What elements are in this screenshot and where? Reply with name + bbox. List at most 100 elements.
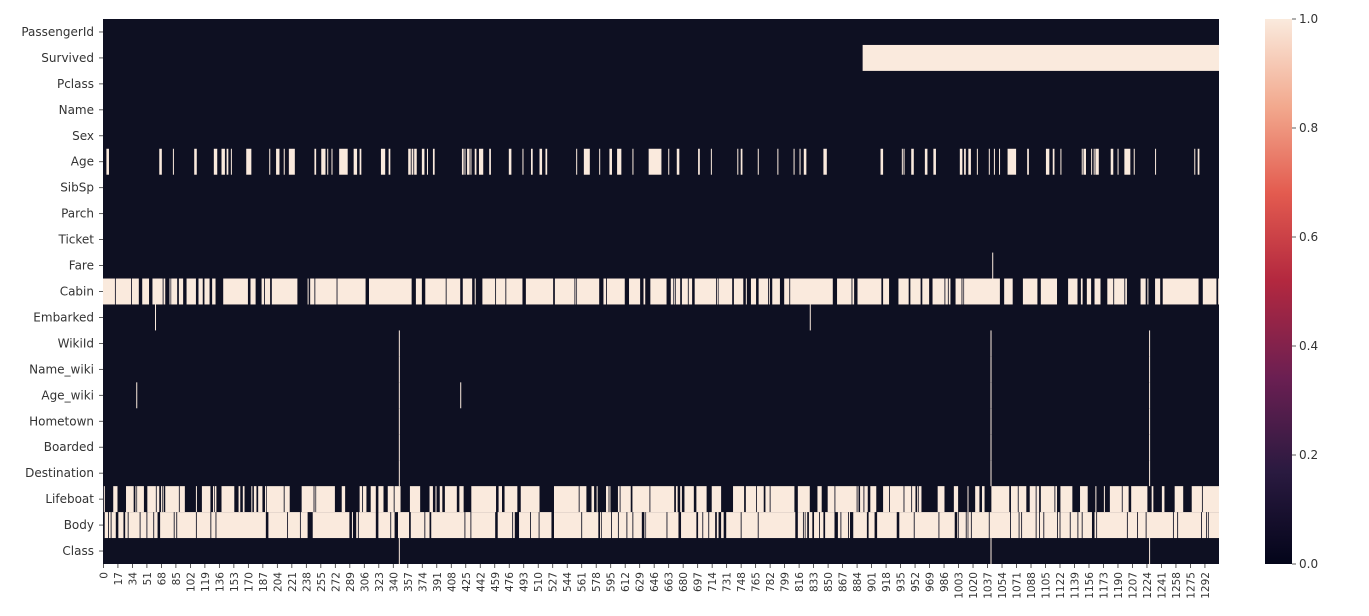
- heatmap-cell: [629, 278, 641, 305]
- heatmap-cell: [211, 512, 216, 539]
- heatmap-cell: [945, 278, 948, 305]
- x-tick-label: 170: [243, 572, 255, 592]
- x-tick-label: 1139: [1069, 572, 1081, 599]
- x-tick-label: 255: [316, 572, 328, 592]
- row-label: PassengerId: [21, 25, 94, 39]
- heatmap-cell: [1207, 512, 1209, 539]
- colorbar-tick-label: 0.2: [1299, 448, 1318, 462]
- heatmap-cell: [959, 148, 963, 175]
- heatmap-cell: [198, 278, 203, 305]
- heatmap-cell: [482, 278, 496, 305]
- heatmap-cell: [924, 148, 928, 175]
- heatmap-cell: [1060, 486, 1073, 513]
- heatmap-cell: [793, 148, 795, 175]
- heatmap-cell: [264, 278, 271, 305]
- heatmap-cell: [1149, 408, 1151, 435]
- heatmap-cell: [968, 148, 971, 175]
- heatmap-cell: [848, 512, 850, 539]
- heatmap-cell: [459, 486, 464, 513]
- heatmap-cell: [115, 278, 132, 305]
- heatmap-cell: [397, 512, 410, 539]
- heatmap-cell: [609, 486, 611, 513]
- heatmap-cell: [307, 278, 309, 305]
- x-tick-label: 935: [896, 572, 908, 592]
- heatmap-cell: [520, 486, 540, 513]
- heatmap-cell: [103, 486, 105, 513]
- heatmap-cell: [1103, 486, 1105, 513]
- heatmap-cell: [341, 486, 346, 513]
- heatmap-cell: [554, 278, 575, 305]
- heatmap-cell: [772, 278, 780, 305]
- heatmap-cell: [118, 512, 124, 539]
- x-tick-label: 1037: [983, 572, 995, 599]
- x-tick-label: 833: [809, 572, 821, 592]
- heatmap-cell: [554, 486, 579, 513]
- x-tick-label: 816: [794, 572, 806, 592]
- row-label: Name: [59, 103, 94, 117]
- heatmap-cell: [1125, 278, 1127, 305]
- heatmap-cell: [716, 512, 719, 539]
- x-tick-label: 442: [475, 572, 487, 592]
- heatmap-cell: [363, 486, 367, 513]
- heatmap-cell: [250, 278, 256, 305]
- heatmap-cell: [1201, 512, 1207, 539]
- heatmap-cell: [1081, 148, 1083, 175]
- heatmap-cell: [1194, 148, 1196, 175]
- x-tick-label: 544: [562, 572, 574, 592]
- heatmap-cell: [147, 486, 156, 513]
- heatmap-cell: [1007, 148, 1017, 175]
- heatmap-cell: [1149, 330, 1151, 357]
- heatmap-cell: [609, 148, 612, 175]
- heatmap-cell: [981, 486, 985, 513]
- heatmap-cell: [835, 486, 857, 513]
- heatmap-cell: [337, 278, 366, 305]
- heatmap-cell: [284, 486, 290, 513]
- heatmap-cell: [288, 512, 300, 539]
- heatmap-cell: [857, 278, 882, 305]
- heatmap-cell: [410, 512, 425, 539]
- heatmap-cell: [918, 486, 922, 513]
- x-tick-label: 1241: [1156, 572, 1168, 599]
- heatmap-cell: [648, 148, 662, 175]
- heatmap-cell: [513, 512, 515, 539]
- heatmap-cell: [577, 278, 600, 305]
- x-tick-label: 68: [156, 572, 168, 585]
- heatmap-plot-area: [103, 19, 1220, 564]
- heatmap-cell: [195, 486, 197, 513]
- heatmap-cell: [113, 486, 118, 513]
- heatmap-cell: [223, 278, 248, 305]
- x-tick-label: 493: [519, 572, 531, 592]
- heatmap-cell: [1086, 278, 1092, 305]
- heatmap-cell: [160, 486, 162, 513]
- heatmap-cell: [680, 486, 682, 513]
- heatmap-cell: [258, 486, 263, 513]
- heatmap-cell: [359, 148, 362, 175]
- heatmap-cell: [103, 278, 115, 305]
- heatmap-cell: [868, 512, 875, 539]
- heatmap-cell: [627, 512, 633, 539]
- x-tick-label: 782: [765, 572, 777, 592]
- x-tick-label: 1088: [1026, 572, 1038, 599]
- row-label: Survived: [41, 51, 94, 65]
- heatmap-cell: [201, 486, 211, 513]
- heatmap-cell: [358, 512, 376, 539]
- heatmap-cell: [976, 148, 978, 175]
- heatmap-cell: [314, 148, 317, 175]
- x-tick-label: 340: [388, 572, 400, 592]
- x-tick-label: 1020: [968, 572, 980, 599]
- heatmap-cell: [446, 278, 461, 305]
- heatmap-cell: [398, 408, 400, 435]
- heatmap-cell: [675, 278, 681, 305]
- heatmap-cell: [939, 512, 955, 539]
- heatmap-cell: [990, 330, 992, 357]
- heatmap-cell: [990, 434, 992, 461]
- heatmap-cell: [444, 486, 457, 513]
- heatmap-cell: [152, 278, 163, 305]
- x-tick-label: 595: [606, 572, 618, 592]
- heatmap-cell: [805, 512, 808, 539]
- heatmap-cell: [432, 148, 435, 175]
- heatmap-cell: [498, 486, 502, 513]
- heatmap-row-Boarded: [398, 434, 1151, 461]
- heatmap-cell: [718, 278, 733, 305]
- heatmap-cell: [797, 512, 803, 539]
